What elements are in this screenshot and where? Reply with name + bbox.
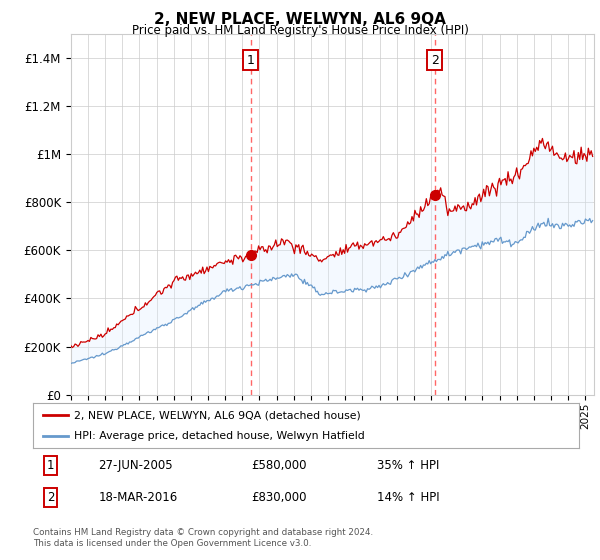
Text: 2: 2	[47, 491, 54, 504]
Text: Price paid vs. HM Land Registry's House Price Index (HPI): Price paid vs. HM Land Registry's House …	[131, 24, 469, 37]
Text: £580,000: £580,000	[251, 459, 307, 472]
Text: 14% ↑ HPI: 14% ↑ HPI	[377, 491, 440, 504]
Text: 27-JUN-2005: 27-JUN-2005	[98, 459, 173, 472]
Text: 18-MAR-2016: 18-MAR-2016	[98, 491, 178, 504]
Text: Contains HM Land Registry data © Crown copyright and database right 2024.
This d: Contains HM Land Registry data © Crown c…	[33, 528, 373, 548]
Text: HPI: Average price, detached house, Welwyn Hatfield: HPI: Average price, detached house, Welw…	[74, 431, 365, 441]
Text: 35% ↑ HPI: 35% ↑ HPI	[377, 459, 439, 472]
Text: 2, NEW PLACE, WELWYN, AL6 9QA (detached house): 2, NEW PLACE, WELWYN, AL6 9QA (detached …	[74, 410, 361, 421]
Text: 1: 1	[247, 54, 254, 67]
Text: 2, NEW PLACE, WELWYN, AL6 9QA: 2, NEW PLACE, WELWYN, AL6 9QA	[154, 12, 446, 27]
Text: 1: 1	[47, 459, 54, 472]
Text: £830,000: £830,000	[251, 491, 307, 504]
Text: 2: 2	[431, 54, 439, 67]
